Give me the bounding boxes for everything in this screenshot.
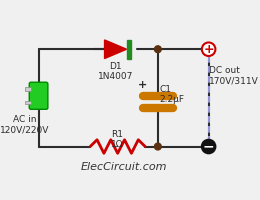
Text: C1
2.2μF: C1 2.2μF [160, 85, 185, 104]
Circle shape [154, 143, 161, 150]
Polygon shape [105, 40, 127, 59]
Text: R1
1Ω: R1 1Ω [111, 130, 124, 149]
Circle shape [202, 42, 215, 56]
Circle shape [202, 140, 215, 153]
Circle shape [154, 46, 161, 53]
Text: DC out
170V/311V: DC out 170V/311V [209, 66, 258, 86]
Text: −: − [203, 140, 214, 154]
Text: D1
1N4007: D1 1N4007 [98, 62, 133, 81]
Text: +: + [138, 80, 147, 90]
Text: ElecCircuit.com: ElecCircuit.com [81, 162, 167, 172]
FancyBboxPatch shape [29, 82, 48, 109]
Bar [127, 40, 131, 59]
Text: +: + [203, 43, 214, 56]
Bar [25, 87, 31, 91]
Bar [25, 101, 31, 104]
Text: AC in
120V/220V: AC in 120V/220V [0, 115, 50, 135]
